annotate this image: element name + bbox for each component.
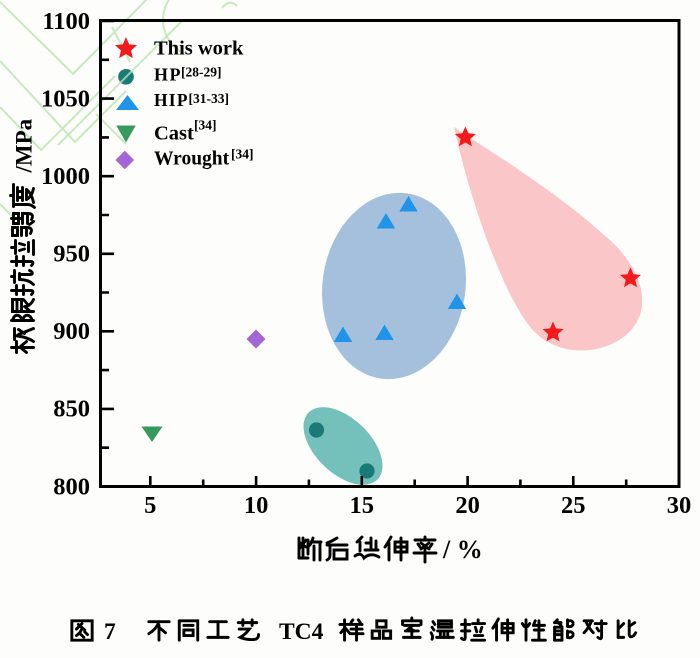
svg-text:HIP: HIP [154, 90, 189, 110]
svg-text:[34]: [34] [231, 147, 254, 162]
svg-text:[31-33]: [31-33] [189, 91, 230, 106]
svg-text:7: 7 [104, 619, 116, 645]
svg-text:25: 25 [561, 492, 586, 519]
svg-text:Cast: Cast [154, 123, 194, 145]
svg-text:850: 850 [53, 396, 90, 423]
svg-text:10: 10 [244, 492, 269, 519]
svg-text:950: 950 [53, 241, 90, 268]
svg-text:Wrought: Wrought [154, 149, 230, 170]
svg-text:20: 20 [455, 492, 480, 519]
svg-text:1050: 1050 [41, 85, 90, 112]
svg-text:900: 900 [53, 318, 90, 345]
svg-text:30: 30 [667, 492, 692, 519]
svg-text:HP: HP [154, 65, 182, 85]
svg-text:TC4: TC4 [279, 619, 324, 645]
svg-text:/MPa: /MPa [12, 118, 37, 173]
svg-text:1000: 1000 [41, 163, 90, 190]
svg-text:This work: This work [154, 38, 244, 60]
svg-text:15: 15 [350, 492, 375, 519]
svg-text:/ %: / % [442, 535, 483, 564]
svg-text:[28-29]: [28-29] [181, 65, 222, 80]
svg-text:[34]: [34] [194, 118, 217, 133]
svg-text:800: 800 [53, 473, 90, 500]
svg-text:5: 5 [144, 492, 156, 519]
svg-text:1100: 1100 [42, 8, 90, 35]
